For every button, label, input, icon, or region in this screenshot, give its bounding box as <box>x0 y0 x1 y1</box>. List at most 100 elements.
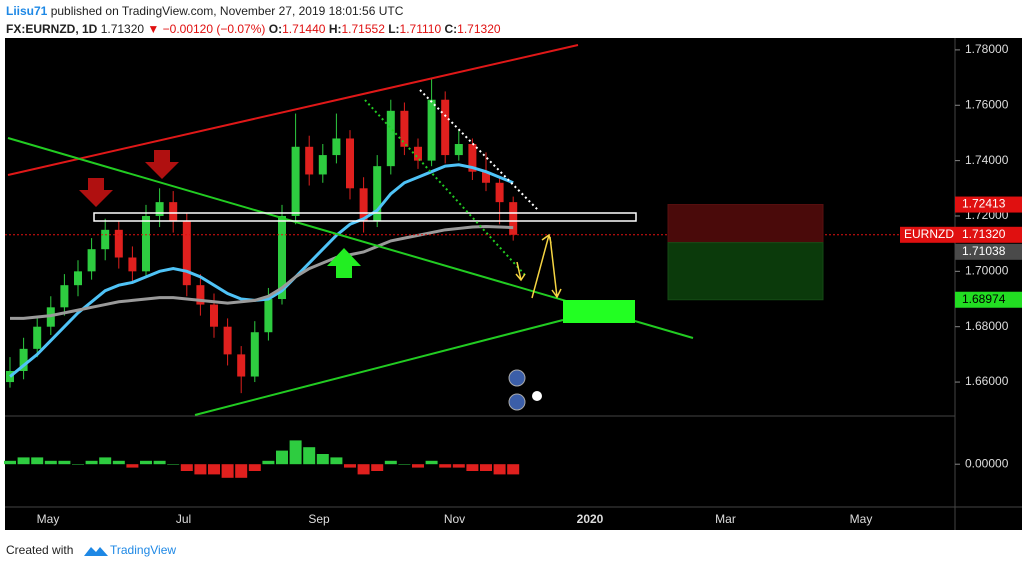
symbol: FX:EURNZD, 1D <box>6 22 98 36</box>
candle-body <box>169 202 178 222</box>
dotted-line <box>419 89 539 211</box>
y-tick-label: 1.78000 <box>965 42 1009 56</box>
candle-body <box>237 354 246 377</box>
macd-tick-label: 0.00000 <box>965 456 1009 470</box>
macd-bar <box>289 440 302 465</box>
candle-body <box>346 138 354 189</box>
macd-bar <box>493 464 506 475</box>
macd-bar <box>276 450 288 465</box>
candle-body <box>210 304 218 327</box>
candle-body <box>182 221 191 286</box>
l-value: 1.71110 <box>400 22 442 36</box>
arrow-projection <box>515 261 526 282</box>
candle-body <box>400 110 409 147</box>
macd-bar <box>371 464 384 471</box>
y-tick-label: 1.68000 <box>965 319 1009 333</box>
candle-body <box>441 99 450 156</box>
candle-body <box>373 166 382 222</box>
author[interactable]: Liisu71 <box>6 4 48 18</box>
candle-body <box>33 326 42 349</box>
price-badge <box>955 291 1022 308</box>
macd-bar <box>452 464 465 468</box>
macd-bar <box>412 464 424 468</box>
footer-created: Created with <box>6 543 73 557</box>
candle-body <box>264 299 273 333</box>
candle-body <box>101 229 110 250</box>
price-badge <box>955 196 1022 213</box>
macd-bar <box>112 460 125 465</box>
y-tick-label: 1.74000 <box>965 153 1009 167</box>
c-value: 1.71320 <box>457 22 501 36</box>
candle-body <box>332 138 341 156</box>
candle-body <box>291 146 300 216</box>
candle-body <box>155 202 164 216</box>
candle-body <box>60 285 69 308</box>
macd-bar <box>44 460 57 465</box>
arrow-down <box>79 178 113 207</box>
header-line: Liisu71 published on TradingView.com, No… <box>6 4 404 18</box>
arrow-down <box>145 150 179 179</box>
l: L: <box>388 22 399 36</box>
x-tick-label: Mar <box>715 512 736 526</box>
candle-body <box>19 348 28 371</box>
change: ▼ −0.00120 (−0.07%) <box>147 22 265 36</box>
candle-body <box>468 144 477 172</box>
event-icon[interactable] <box>508 369 526 387</box>
c: C: <box>445 22 458 36</box>
candle-body <box>482 171 490 183</box>
x-tick-label: May <box>850 512 873 526</box>
macd-bar <box>303 447 316 465</box>
candle-body <box>74 271 82 286</box>
candle-body <box>509 202 518 235</box>
zone-box <box>93 212 637 222</box>
macd-bar <box>480 464 492 471</box>
candle-body <box>142 215 150 272</box>
macd-bar <box>466 464 479 471</box>
candle-body <box>128 257 137 272</box>
price-badge-label: 1.68974 <box>962 292 1006 306</box>
x-tick-label: Nov <box>444 512 465 526</box>
candle-body <box>495 182 504 203</box>
candle-body <box>414 146 422 161</box>
symbol-line: FX:EURNZD, 1D 1.71320 ▼ −0.00120 (−0.07%… <box>6 22 501 36</box>
macd-bar <box>344 464 356 468</box>
arrow-up <box>327 248 361 278</box>
symbol-badge <box>900 226 955 243</box>
macd-bar <box>507 464 520 475</box>
chart-background <box>5 38 1022 530</box>
footer-brand[interactable]: TradingView <box>110 543 176 557</box>
macd-bar <box>439 464 452 468</box>
macd-bar <box>384 460 397 465</box>
macd-bar <box>58 460 71 465</box>
candle-body <box>318 155 327 175</box>
x-tick-label: 2020 <box>577 512 604 526</box>
macd-bar <box>99 457 112 465</box>
macd-bar <box>180 464 193 471</box>
candle-body <box>114 229 123 258</box>
macd-bar <box>221 464 234 478</box>
symbol-label: EURNZD <box>904 227 954 241</box>
candle-body <box>223 326 232 355</box>
h: H: <box>329 22 342 36</box>
price-badge-label: 1.71320 <box>962 227 1006 241</box>
macd-bar <box>248 464 261 471</box>
candle-body <box>250 332 259 377</box>
y-tick-label: 1.70000 <box>965 264 1009 278</box>
macd-bar <box>17 457 30 465</box>
candle-body <box>427 99 436 161</box>
event-icon[interactable] <box>508 393 526 411</box>
trend-line <box>7 44 579 176</box>
x-tick-label: Sep <box>308 512 330 526</box>
x-tick-label: Jul <box>176 512 191 526</box>
event-icon[interactable] <box>532 391 542 401</box>
candle-body <box>278 215 286 300</box>
macd-bar <box>31 457 44 465</box>
macd-bar <box>194 464 207 475</box>
drawings <box>7 44 694 416</box>
y-tick-label: 1.66000 <box>965 374 1009 388</box>
macd-bar <box>153 460 166 465</box>
trend-line <box>194 319 564 416</box>
candle-body <box>386 110 395 167</box>
o-value: 1.71440 <box>282 22 326 36</box>
macd-bar <box>316 454 329 465</box>
